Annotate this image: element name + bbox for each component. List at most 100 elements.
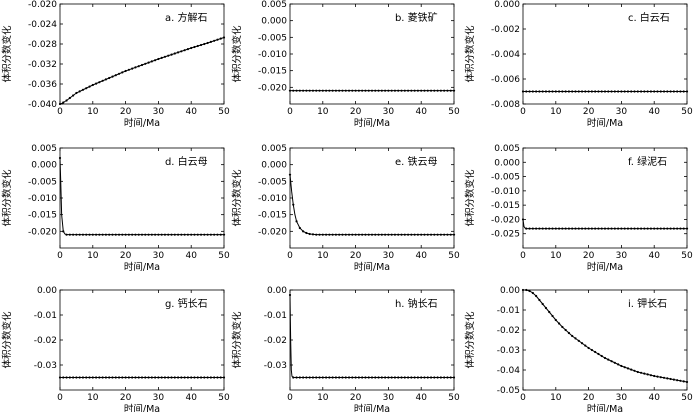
y-tick-label: -0.032 bbox=[28, 60, 57, 70]
data-point bbox=[410, 376, 413, 379]
data-point bbox=[88, 85, 91, 88]
x-tick-label: 20 bbox=[120, 251, 132, 261]
data-point bbox=[308, 89, 311, 92]
data-point bbox=[528, 90, 531, 93]
y-axis-label: 体积分数变化 bbox=[231, 169, 243, 227]
chart-panel-6: 0 10 20 30 40 50 -0.025 -0.020 -0.015 -0.010 -0.00… bbox=[464, 144, 693, 273]
data-point bbox=[75, 233, 78, 236]
data-point bbox=[180, 376, 183, 379]
data-point bbox=[390, 89, 393, 92]
data-point bbox=[173, 376, 176, 379]
x-tick-label: 20 bbox=[120, 107, 132, 117]
data-point bbox=[449, 376, 452, 379]
y-tick-label: 0.005 bbox=[494, 144, 520, 154]
y-tick-label: -0.024 bbox=[28, 20, 57, 30]
data-point bbox=[623, 366, 626, 369]
data-point bbox=[429, 376, 433, 379]
data-point bbox=[403, 376, 406, 379]
data-point bbox=[167, 376, 170, 379]
data-point bbox=[338, 376, 341, 379]
data-point bbox=[157, 57, 160, 61]
panel-title: i. 钾长石 bbox=[628, 297, 667, 310]
data-point bbox=[94, 233, 98, 236]
data-point bbox=[594, 350, 597, 354]
data-point bbox=[104, 376, 108, 379]
data-point bbox=[154, 376, 157, 379]
data-point bbox=[685, 90, 689, 93]
data-point bbox=[423, 89, 426, 92]
x-axis-label: 时间/Ma bbox=[587, 117, 623, 129]
x-tick-label: 10 bbox=[550, 251, 562, 261]
data-point bbox=[315, 376, 318, 379]
y-tick-label: -0.04 bbox=[497, 366, 521, 376]
x-tick-label: 0 bbox=[57, 251, 63, 261]
data-point bbox=[567, 227, 571, 230]
x-tick-label: 50 bbox=[218, 251, 230, 261]
data-point bbox=[374, 376, 377, 379]
data-point bbox=[203, 233, 206, 236]
data-point bbox=[127, 376, 130, 379]
data-point bbox=[216, 376, 219, 379]
y-tick-label: 0.000 bbox=[261, 17, 287, 27]
data-point bbox=[351, 376, 354, 379]
panel-title: f. 绿泥石 bbox=[628, 155, 667, 168]
data-point bbox=[525, 90, 528, 93]
data-point bbox=[636, 227, 639, 230]
data-point bbox=[58, 102, 62, 106]
series-line bbox=[289, 174, 454, 236]
data-point bbox=[426, 89, 429, 92]
data-point bbox=[173, 233, 176, 236]
data-point bbox=[94, 376, 98, 379]
data-point bbox=[163, 55, 167, 58]
data-point bbox=[384, 89, 387, 92]
data-point bbox=[590, 227, 593, 230]
data-point bbox=[669, 227, 672, 230]
chart-panel-7: 0 10 20 30 40 50 -0.03 -0.02 -0.01 0.00 g. 钙长石时间/M… bbox=[1, 286, 230, 412]
data-point bbox=[58, 376, 62, 379]
data-point bbox=[288, 89, 292, 92]
data-point bbox=[183, 233, 186, 236]
data-point bbox=[436, 376, 439, 379]
data-point bbox=[429, 233, 433, 236]
data-point bbox=[65, 99, 68, 102]
data-point bbox=[108, 233, 111, 236]
data-point bbox=[334, 233, 338, 236]
data-point bbox=[446, 376, 449, 379]
data-point bbox=[117, 233, 121, 236]
data-point bbox=[111, 233, 114, 236]
data-point bbox=[140, 63, 144, 67]
series-line bbox=[59, 37, 225, 105]
data-point bbox=[659, 376, 662, 379]
data-point bbox=[571, 227, 574, 230]
data-point bbox=[393, 376, 397, 379]
data-point bbox=[374, 233, 377, 236]
data-point bbox=[384, 233, 387, 236]
data-point bbox=[528, 227, 531, 230]
y-tick-label: -0.025 bbox=[491, 230, 520, 240]
y-tick-label: -0.010 bbox=[258, 194, 287, 204]
y-tick-label: -0.01 bbox=[497, 306, 520, 316]
data-point bbox=[78, 376, 81, 379]
data-point bbox=[295, 89, 298, 92]
data-point bbox=[370, 376, 374, 379]
data-point bbox=[423, 376, 426, 379]
data-point bbox=[443, 376, 446, 379]
data-point bbox=[209, 233, 212, 236]
data-point bbox=[344, 233, 347, 236]
data-point bbox=[377, 376, 380, 379]
data-point bbox=[324, 89, 328, 92]
data-point bbox=[636, 370, 639, 374]
panel-title: c. 白云石 bbox=[628, 11, 670, 24]
data-point bbox=[68, 96, 71, 100]
data-point bbox=[101, 233, 104, 236]
x-tick-label: 20 bbox=[583, 251, 595, 261]
y-axis-label: 体积分数变化 bbox=[231, 311, 243, 369]
data-point bbox=[397, 376, 400, 379]
chart-panel-9: 0 10 20 30 40 50 -0.05 -0.04 -0.03 -0.02 -0.01 0.00… bbox=[464, 286, 693, 412]
data-point bbox=[679, 227, 682, 230]
data-point bbox=[183, 49, 186, 52]
data-point bbox=[180, 233, 183, 236]
data-point bbox=[364, 89, 367, 92]
data-point bbox=[639, 371, 643, 374]
y-tick-label: 0.005 bbox=[31, 144, 57, 154]
